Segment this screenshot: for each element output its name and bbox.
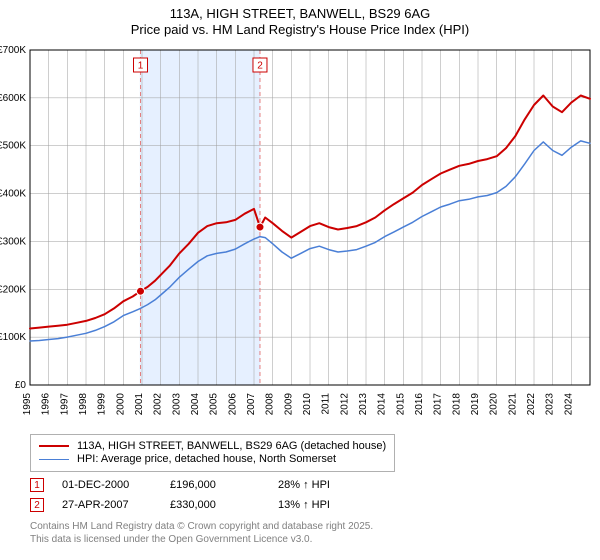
title-line-1: 113A, HIGH STREET, BANWELL, BS29 6AG (0, 6, 600, 22)
svg-text:2011: 2011 (321, 393, 332, 415)
svg-text:£600K: £600K (0, 93, 26, 104)
svg-text:2013: 2013 (358, 393, 369, 416)
svg-text:2014: 2014 (377, 393, 388, 416)
legend-row-hpi: HPI: Average price, detached house, Nort… (39, 453, 386, 465)
svg-text:2003: 2003 (171, 393, 182, 416)
marker-price: £196,000 (170, 479, 260, 491)
svg-text:2001: 2001 (134, 393, 145, 416)
marker-price: £330,000 (170, 499, 260, 511)
svg-text:2002: 2002 (153, 393, 164, 416)
svg-text:£100K: £100K (0, 332, 26, 343)
svg-text:£300K: £300K (0, 236, 26, 247)
svg-text:1997: 1997 (59, 393, 70, 416)
svg-text:2023: 2023 (545, 393, 556, 416)
svg-text:1998: 1998 (78, 393, 89, 416)
marker-table-row: 1 01-DEC-2000 £196,000 28% ↑ HPI (30, 478, 590, 492)
svg-text:2004: 2004 (190, 393, 201, 416)
svg-text:2024: 2024 (563, 393, 574, 416)
svg-text:2020: 2020 (489, 393, 500, 416)
legend-swatch-price-paid (39, 445, 69, 447)
license-block: Contains HM Land Registry data © Crown c… (30, 520, 590, 546)
marker-date: 27-APR-2007 (62, 499, 152, 511)
svg-text:2010: 2010 (302, 393, 313, 416)
svg-text:2006: 2006 (227, 393, 238, 416)
license-line-1: Contains HM Land Registry data © Crown c… (30, 520, 590, 533)
chart-svg: £0£100K£200K£300K£400K£500K£600K£700K199… (30, 50, 590, 435)
svg-text:2009: 2009 (283, 393, 294, 416)
svg-text:2019: 2019 (470, 393, 481, 416)
legend-box: 113A, HIGH STREET, BANWELL, BS29 6AG (de… (30, 434, 395, 472)
legend-row-price-paid: 113A, HIGH STREET, BANWELL, BS29 6AG (de… (39, 440, 386, 452)
footer-block: 113A, HIGH STREET, BANWELL, BS29 6AG (de… (30, 434, 590, 546)
marker-num-box: 2 (30, 498, 44, 512)
chart-area: £0£100K£200K£300K£400K£500K£600K£700K199… (30, 50, 590, 385)
svg-text:2: 2 (257, 61, 263, 72)
svg-text:1995: 1995 (22, 393, 33, 416)
marker-table: 1 01-DEC-2000 £196,000 28% ↑ HPI 2 27-APR-200… (30, 478, 590, 512)
title-block: 113A, HIGH STREET, BANWELL, BS29 6AG Pri… (0, 6, 600, 39)
svg-text:2007: 2007 (246, 393, 257, 416)
svg-text:2017: 2017 (433, 393, 444, 416)
svg-text:£700K: £700K (0, 45, 26, 56)
license-line-2: This data is licensed under the Open Gov… (30, 533, 590, 546)
marker-delta: 13% ↑ HPI (278, 499, 368, 511)
svg-text:2008: 2008 (265, 393, 276, 416)
marker-date: 01-DEC-2000 (62, 479, 152, 491)
svg-text:£200K: £200K (0, 284, 26, 295)
legend-swatch-hpi (39, 459, 69, 460)
marker-num-box: 1 (30, 478, 44, 492)
marker-delta: 28% ↑ HPI (278, 479, 368, 491)
svg-text:2012: 2012 (339, 393, 350, 416)
svg-text:£0: £0 (15, 380, 27, 391)
title-line-2: Price paid vs. HM Land Registry's House … (0, 22, 600, 38)
svg-text:1996: 1996 (41, 393, 52, 416)
svg-text:£400K: £400K (0, 189, 26, 200)
svg-text:2016: 2016 (414, 393, 425, 416)
svg-text:2022: 2022 (526, 393, 537, 416)
svg-text:2021: 2021 (507, 393, 518, 416)
svg-text:1: 1 (138, 61, 144, 72)
legend-label-hpi: HPI: Average price, detached house, Nort… (77, 453, 336, 465)
svg-text:2018: 2018 (451, 393, 462, 416)
marker-table-row: 2 27-APR-2007 £330,000 13% ↑ HPI (30, 498, 590, 512)
svg-text:£500K: £500K (0, 141, 26, 152)
svg-text:2000: 2000 (115, 393, 126, 416)
svg-text:2015: 2015 (395, 393, 406, 416)
svg-text:2005: 2005 (209, 393, 220, 416)
svg-text:1999: 1999 (97, 393, 108, 416)
legend-label-price-paid: 113A, HIGH STREET, BANWELL, BS29 6AG (de… (77, 440, 386, 452)
